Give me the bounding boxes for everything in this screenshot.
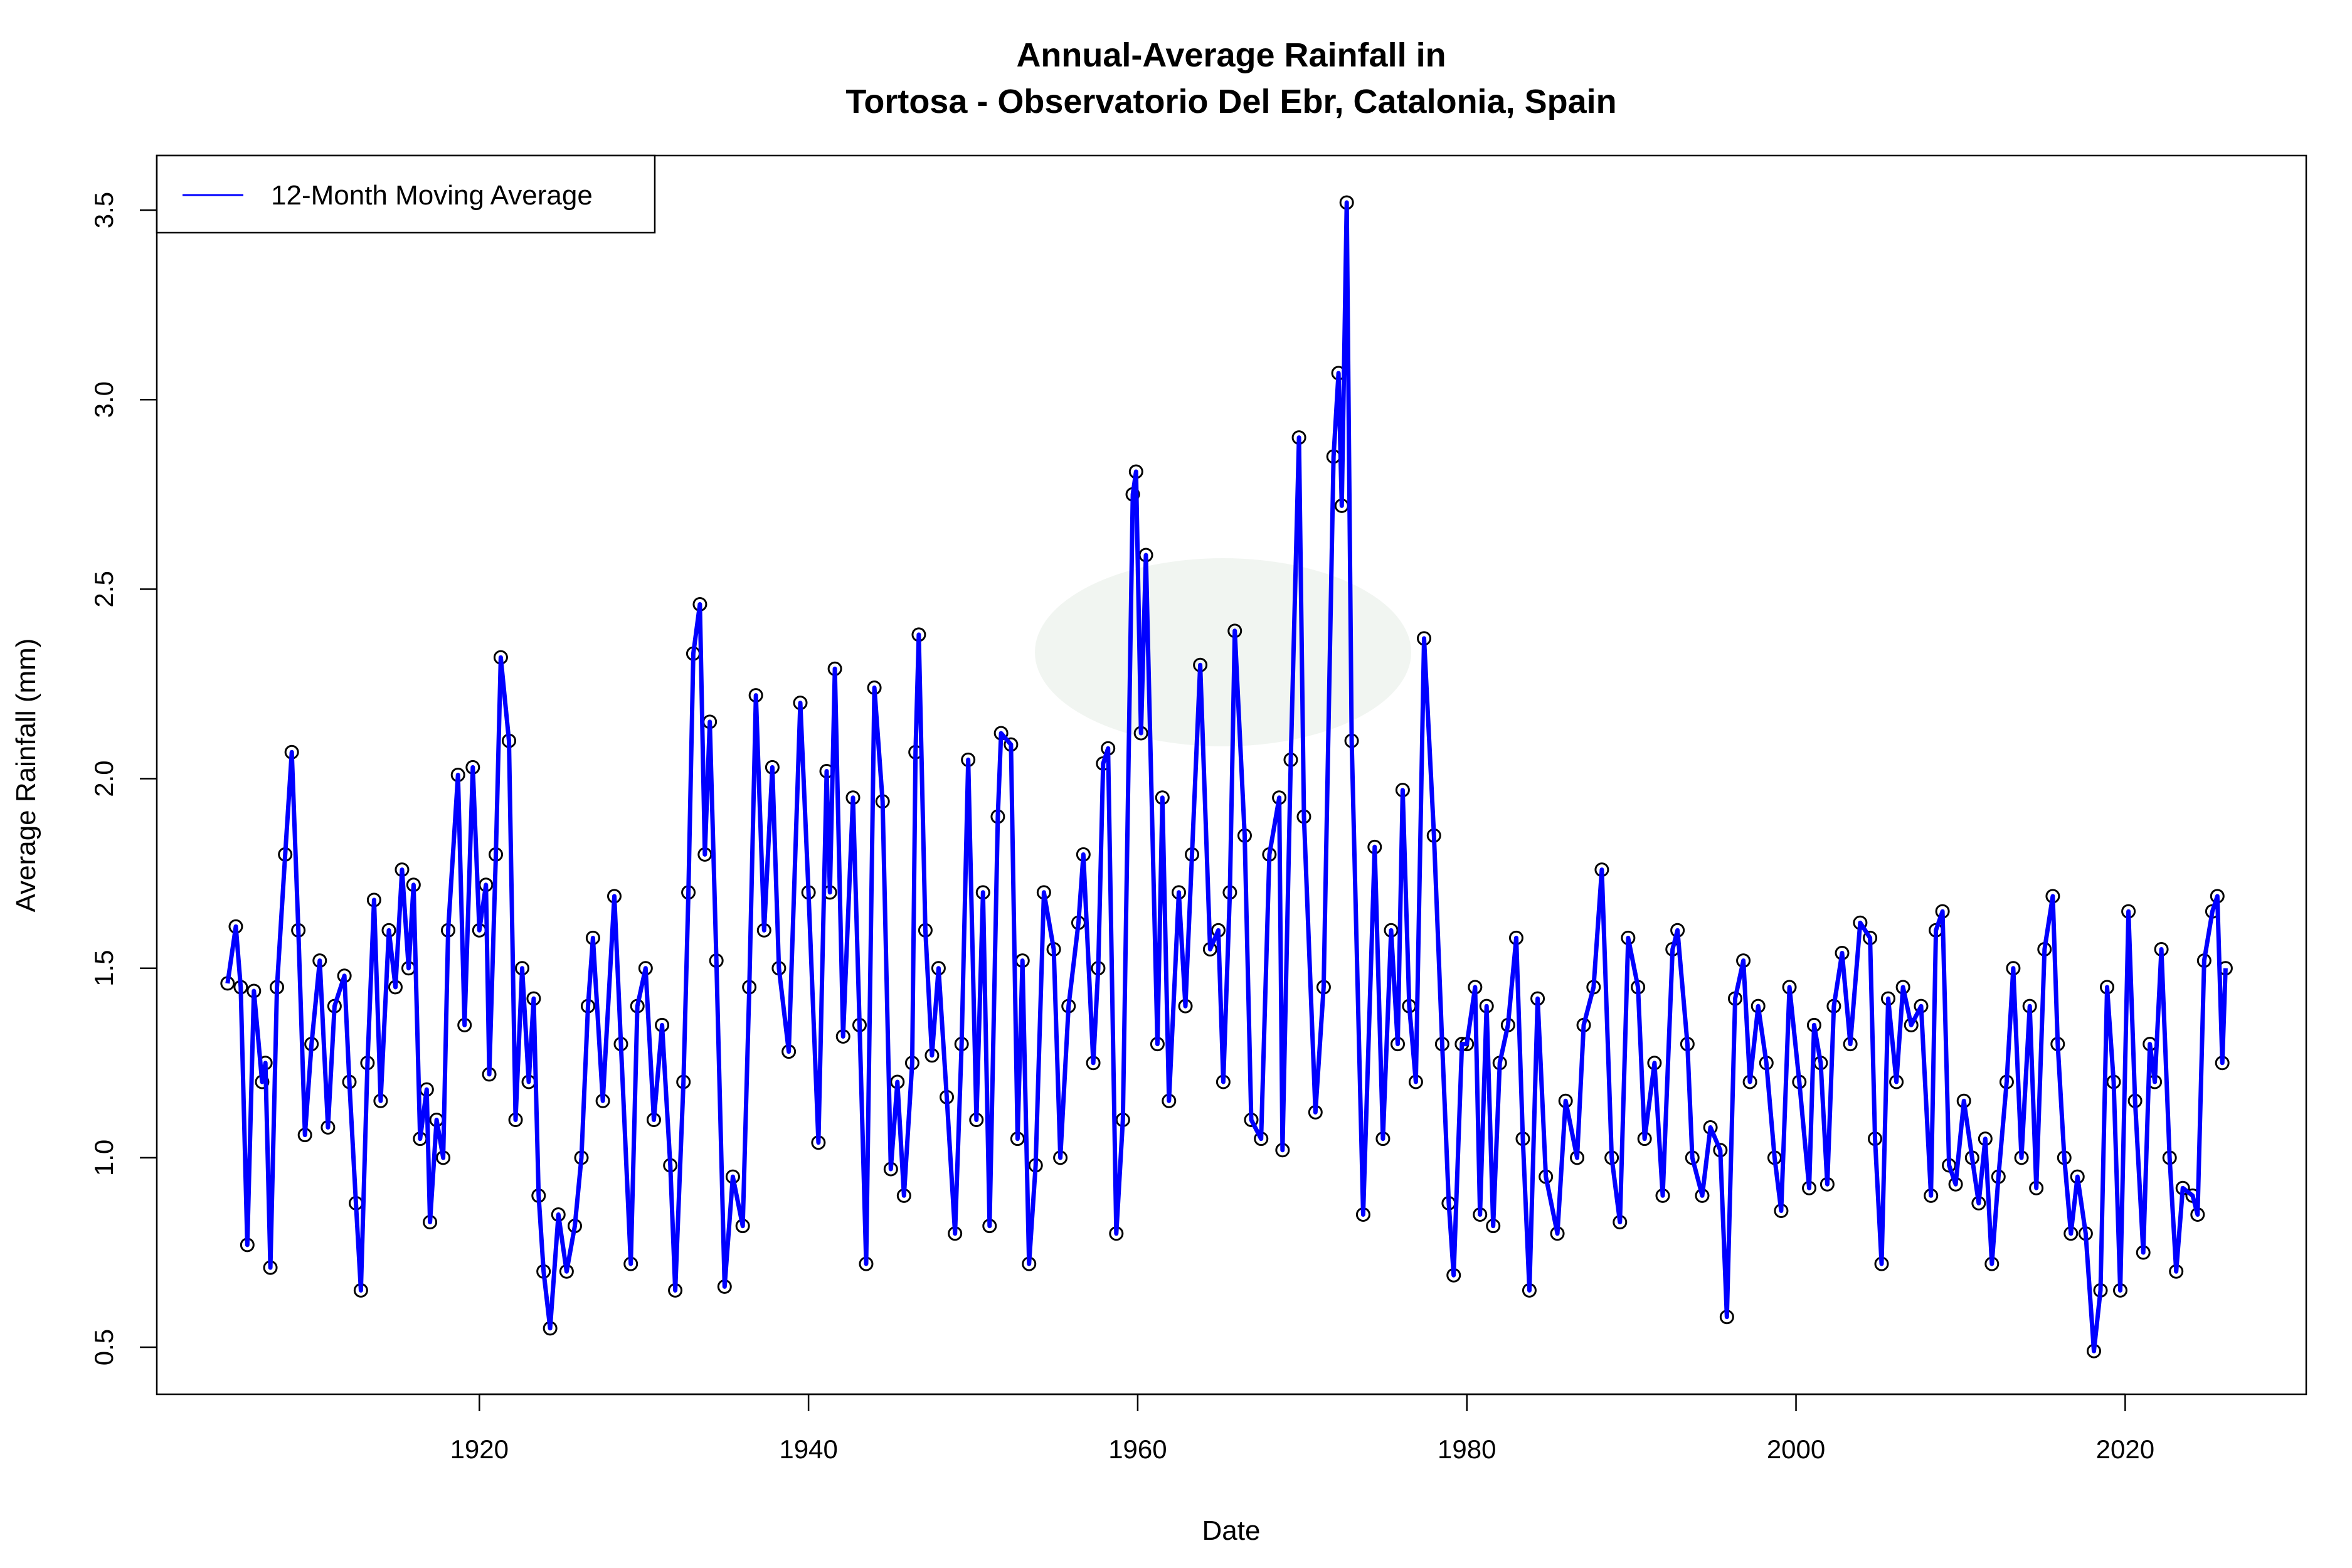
- watermark-logo: [1035, 558, 1411, 746]
- y-tick-label: 1.5: [89, 950, 119, 987]
- x-tick-label: 2000: [1767, 1434, 1825, 1464]
- x-tick-label: 1920: [450, 1434, 509, 1464]
- series-line-moving-average: [225, 200, 2228, 1353]
- x-tick-label: 1940: [779, 1434, 837, 1464]
- y-tick-label: 2.5: [89, 571, 119, 607]
- legend: 12-Month Moving Average: [156, 154, 656, 234]
- plot-frame: [156, 154, 2307, 1396]
- x-tick-label: 1980: [1438, 1434, 1496, 1464]
- y-axis-label: Average Rainfall (mm): [11, 638, 41, 913]
- y-tick-label: 3.0: [89, 381, 119, 418]
- chart-title: Annual-Average Rainfall in: [1016, 36, 1446, 74]
- plot-marks: [220, 195, 2233, 1359]
- legend-entry-label: 12-Month Moving Average: [271, 180, 593, 211]
- x-tick-label: 2020: [2096, 1434, 2154, 1464]
- y-tick-label: 3.5: [89, 192, 119, 228]
- chart-subtitle: Tortosa - Observatorio Del Ebr, Cataloni…: [845, 83, 1616, 120]
- y-tick-label: 1.0: [89, 1140, 119, 1176]
- y-tick-label: 0.5: [89, 1329, 119, 1365]
- x-tick-label: 1960: [1108, 1434, 1167, 1464]
- x-axis-label: Date: [1202, 1515, 1261, 1546]
- y-tick-label: 2.0: [89, 760, 119, 797]
